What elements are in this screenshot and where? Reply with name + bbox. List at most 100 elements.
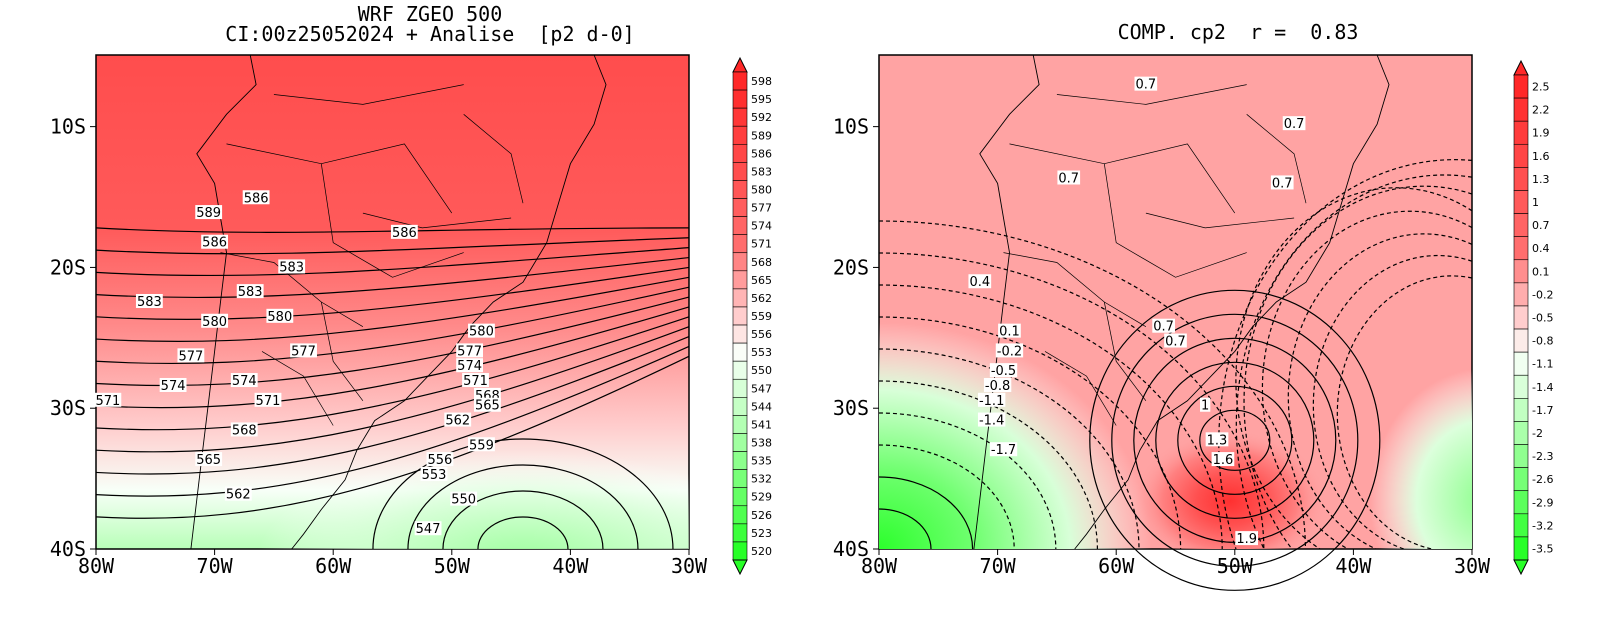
contour-label-bg bbox=[135, 294, 163, 308]
colorbar-label: 598 bbox=[751, 75, 772, 88]
country-border bbox=[1044, 351, 1117, 426]
colorbar-swatch bbox=[732, 71, 748, 91]
colorbar-label: 526 bbox=[751, 509, 772, 522]
east-coast bbox=[291, 54, 607, 550]
isoline bbox=[95, 266, 690, 320]
colorbar-label: -0.8 bbox=[1532, 335, 1553, 348]
colorbar-label: 544 bbox=[751, 400, 772, 413]
country-border bbox=[220, 252, 364, 328]
lon-tick-label: 30W bbox=[671, 554, 708, 578]
contour-label: -1.4 bbox=[979, 414, 1004, 429]
west-isoline bbox=[878, 252, 1265, 550]
colorbar-label: -2 bbox=[1532, 427, 1543, 440]
colorbar-label: 583 bbox=[751, 165, 772, 178]
lon-tick-label: 60W bbox=[315, 554, 352, 578]
contour-label-bg bbox=[450, 491, 478, 506]
left-colorbar: 598 595 592 589 586 583 580 577 574 571 568 565 562 5… bbox=[732, 56, 772, 576]
contour-label: -0.2 bbox=[997, 344, 1022, 359]
colorbar-label: 589 bbox=[751, 129, 772, 142]
country-border bbox=[261, 351, 334, 426]
east-isoline bbox=[1312, 254, 1473, 550]
contour-label-bg bbox=[1057, 170, 1081, 185]
lat-tick-label: 10S bbox=[50, 115, 86, 139]
west-coast bbox=[190, 54, 257, 550]
contour-label: 577 bbox=[457, 344, 482, 359]
contour-label-bg bbox=[420, 466, 448, 481]
contour-label: 583 bbox=[279, 260, 304, 275]
colorbar-swatch bbox=[1513, 259, 1529, 284]
country-border bbox=[362, 212, 512, 229]
contour-label-bg bbox=[254, 392, 282, 407]
contour-label-bg bbox=[462, 373, 489, 388]
contour-label-bg bbox=[390, 224, 418, 239]
west-isoline bbox=[878, 380, 1098, 550]
contour-label: 586 bbox=[244, 191, 269, 206]
colorbar-swatch bbox=[1513, 305, 1529, 330]
east-isoline bbox=[1287, 233, 1473, 550]
ridge-isoline bbox=[1089, 289, 1381, 591]
country-border bbox=[1009, 143, 1236, 214]
lat-tick-label: 30S bbox=[833, 396, 869, 420]
contour-label: 589 bbox=[196, 206, 221, 221]
west-isoline bbox=[878, 476, 974, 550]
west-isoline bbox=[878, 220, 1306, 550]
colorbar-swatch bbox=[732, 288, 748, 308]
contour-label: -1.7 bbox=[991, 443, 1016, 458]
colorbar-label: -3.5 bbox=[1532, 542, 1553, 555]
east-isoline bbox=[1235, 187, 1473, 550]
contour-label: 0.1 bbox=[999, 325, 1020, 340]
left-title-line1: WRF ZGEO 500 bbox=[357, 2, 503, 26]
colorbar-label: 2.2 bbox=[1532, 104, 1550, 117]
lon-tick-label: 70W bbox=[980, 554, 1017, 578]
left-coastline bbox=[190, 54, 607, 550]
contour-label-bg bbox=[230, 373, 258, 388]
country-border bbox=[320, 301, 364, 402]
right-title: COMP. cp2 r = 0.83 bbox=[1117, 20, 1359, 44]
contour-label-bg bbox=[1200, 397, 1211, 412]
colorbar-swatch bbox=[732, 360, 748, 380]
isoline bbox=[95, 316, 690, 431]
colorbar-swatch bbox=[1513, 213, 1529, 237]
contour-label-bg bbox=[230, 422, 258, 437]
left-contour-lines bbox=[95, 227, 690, 550]
contour-label-bg bbox=[998, 323, 1021, 338]
colorbar-label: 553 bbox=[751, 346, 772, 359]
contour-label-bg bbox=[1282, 116, 1306, 131]
colorbar-label: 1 bbox=[1532, 196, 1539, 209]
contour-label: 1.9 bbox=[1236, 532, 1257, 547]
colorbar-label: 559 bbox=[751, 310, 772, 323]
lon-tick-label: 30W bbox=[1454, 554, 1491, 578]
lon-tick-label: 70W bbox=[197, 554, 234, 578]
contour-label: 0.7 bbox=[1165, 335, 1186, 350]
country-border bbox=[1246, 114, 1307, 204]
lat-tick-label: 30S bbox=[50, 396, 86, 420]
contour-label: 0.7 bbox=[1272, 176, 1293, 191]
east-isoline bbox=[1218, 159, 1473, 550]
colorbar-swatch bbox=[1513, 190, 1529, 214]
west-isoline bbox=[878, 284, 1223, 550]
contour-label-bg bbox=[473, 397, 501, 412]
colorbar-label: -2.3 bbox=[1532, 450, 1553, 463]
colorbar-label: 562 bbox=[751, 292, 772, 305]
contour-label-bg bbox=[983, 377, 1012, 392]
colorbar-label: 538 bbox=[751, 437, 772, 450]
right-contour-lines bbox=[878, 159, 1473, 591]
isoline bbox=[95, 247, 690, 277]
colorbar-label: 586 bbox=[751, 147, 772, 160]
colorbar-swatch bbox=[732, 198, 748, 217]
colorbar-label: -1.4 bbox=[1532, 381, 1553, 394]
colorbar-label: 1.9 bbox=[1532, 127, 1550, 140]
ridge-isoline bbox=[1155, 361, 1315, 519]
colorbar-swatch bbox=[732, 469, 748, 489]
country-border bbox=[1103, 301, 1147, 402]
right-contour-labels: 0.70.70.7 0.70.40.70.70.1-0.2-0.5-0.8-1.1… bbox=[968, 76, 1306, 547]
trough-isoline bbox=[442, 490, 604, 550]
west-coast bbox=[973, 54, 1040, 550]
country-border bbox=[1003, 252, 1147, 328]
contour-label: 574 bbox=[161, 379, 186, 394]
country-border bbox=[226, 143, 453, 214]
colorbar-label: 529 bbox=[751, 491, 772, 504]
lat-tick-label: 20S bbox=[50, 255, 86, 279]
contour-label-bg bbox=[1205, 432, 1229, 447]
